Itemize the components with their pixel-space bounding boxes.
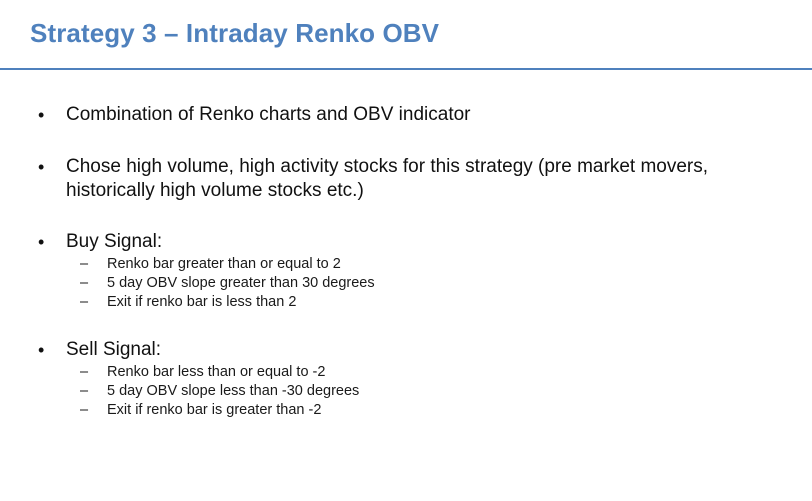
buy-signal-rules: – Renko bar greater than or equal to 2 –… — [80, 255, 798, 312]
sub-item: – Renko bar greater than or equal to 2 — [80, 255, 798, 274]
bullet-sell-signal: • Sell Signal: – Renko bar less than or … — [38, 338, 798, 420]
sell-signal-rules: – Renko bar less than or equal to -2 – 5… — [80, 363, 798, 420]
sub-item: – Exit if renko bar is less than 2 — [80, 293, 798, 312]
sub-item-text: 5 day OBV slope greater than 30 degrees — [107, 275, 375, 291]
bullet-icon: • — [38, 157, 45, 177]
sub-item-text: 5 day OBV slope less than -30 degrees — [107, 383, 360, 399]
dash-icon: – — [80, 294, 89, 310]
dash-icon: – — [80, 256, 89, 272]
sub-item: – 5 day OBV slope less than -30 degrees — [80, 382, 798, 401]
title-divider — [0, 68, 812, 70]
sub-item-text: Exit if renko bar is greater than -2 — [107, 402, 322, 418]
bullet-icon: • — [38, 340, 45, 360]
bullet-combination: • Combination of Renko charts and OBV in… — [38, 103, 798, 127]
bullet-icon: • — [38, 105, 45, 125]
slide-title: Strategy 3 – Intraday Renko OBV — [30, 18, 440, 48]
dash-icon: – — [80, 383, 89, 399]
bullet-text: Combination of Renko charts and OBV indi… — [66, 104, 471, 125]
sub-item: – Renko bar less than or equal to -2 — [80, 363, 798, 382]
sub-item-text: Renko bar less than or equal to -2 — [107, 364, 326, 380]
dash-icon: – — [80, 364, 89, 380]
bullet-buy-signal: • Buy Signal: – Renko bar greater than o… — [38, 230, 798, 312]
bullet-stock-selection: • Chose high volume, high activity stock… — [38, 155, 798, 203]
bullet-text: Chose high volume, high activity stocks … — [66, 156, 709, 201]
sub-item: – Exit if renko bar is greater than -2 — [80, 401, 798, 420]
sub-item: – 5 day OBV slope greater than 30 degree… — [80, 274, 798, 293]
dash-icon: – — [80, 275, 89, 291]
dash-icon: – — [80, 402, 89, 418]
bullet-text: Buy Signal: — [66, 231, 163, 252]
bullet-icon: • — [38, 232, 45, 252]
sub-item-text: Exit if renko bar is less than 2 — [107, 294, 297, 310]
sub-item-text: Renko bar greater than or equal to 2 — [107, 256, 341, 272]
bullet-text: Sell Signal: — [66, 339, 162, 360]
